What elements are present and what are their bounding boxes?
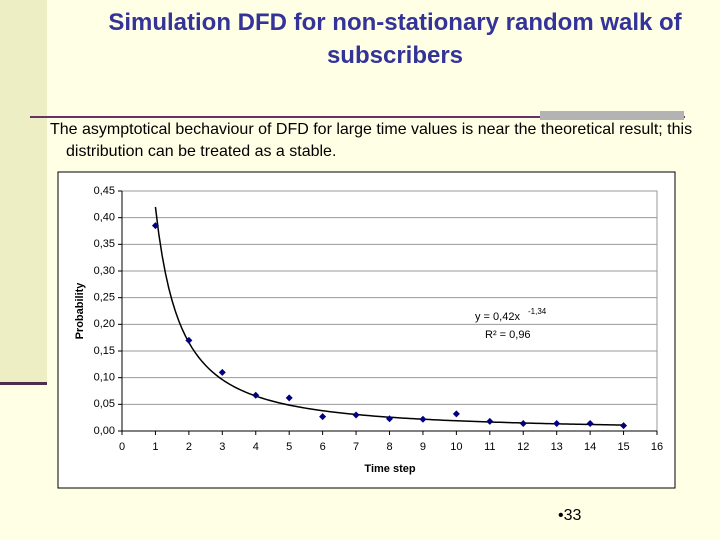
data-point: [519, 420, 527, 428]
y-tick-label: 0,25: [94, 292, 115, 304]
title-rule: [30, 116, 685, 118]
x-tick-label: 10: [450, 441, 462, 453]
x-tick-label: 9: [420, 441, 426, 453]
x-tick-label: 15: [617, 441, 629, 453]
data-point: [352, 411, 360, 419]
trendline-equation: y = 0,42x: [475, 311, 520, 323]
y-tick-label: 0,10: [94, 372, 115, 384]
data-point: [553, 420, 561, 428]
x-axis-title: Time step: [364, 463, 415, 475]
data-point: [151, 222, 159, 230]
data-point: [419, 415, 427, 423]
x-tick-label: 4: [253, 441, 259, 453]
x-tick-label: 1: [152, 441, 158, 453]
plot-area: [121, 190, 658, 432]
data-point: [386, 415, 393, 423]
x-tick-label: 16: [651, 441, 663, 453]
y-tick-label: 0,40: [94, 212, 115, 224]
y-tick-label: 0,00: [94, 425, 115, 437]
y-tick-label: 0,35: [94, 238, 115, 250]
x-tick-label: 2: [186, 441, 192, 453]
trendline-r2: R² = 0,96: [485, 329, 531, 341]
y-tick-label: 0,15: [94, 345, 115, 357]
x-tick-label: 6: [320, 441, 326, 453]
x-tick-label: 8: [386, 441, 392, 453]
trendline-exponent: -1,34: [528, 307, 547, 316]
title-rule-block: [540, 111, 684, 120]
x-tick-label: 3: [219, 441, 225, 453]
x-tick-label: 14: [584, 441, 596, 453]
data-point: [185, 336, 193, 344]
y-tick-label: 0,20: [94, 318, 115, 330]
slide-title: Simulation DFD for non-stationary random…: [108, 9, 682, 69]
data-point: [620, 422, 628, 430]
side-strip: [0, 0, 47, 383]
y-tick-label: 0,45: [94, 185, 115, 197]
y-tick-label: 0,30: [94, 265, 115, 277]
data-point: [252, 391, 260, 399]
data-point: [452, 410, 460, 418]
side-strip-line: [0, 382, 47, 385]
x-tick-label: 5: [286, 441, 292, 453]
data-point: [586, 420, 594, 428]
data-point: [319, 413, 327, 421]
page-number: •33: [558, 507, 582, 524]
body-text: The asymptotical bechaviour of DFD for l…: [50, 121, 693, 160]
data-point: [285, 394, 293, 402]
data-point: [218, 368, 226, 376]
x-tick-label: 0: [119, 441, 125, 453]
x-tick-label: 12: [517, 441, 529, 453]
y-axis-title: Probability: [74, 282, 86, 340]
x-tick-label: 7: [353, 441, 359, 453]
data-point: [486, 417, 494, 425]
y-tick-label: 0,05: [94, 398, 115, 410]
x-tick-label: 11: [484, 441, 495, 453]
x-tick-label: 13: [551, 441, 563, 453]
